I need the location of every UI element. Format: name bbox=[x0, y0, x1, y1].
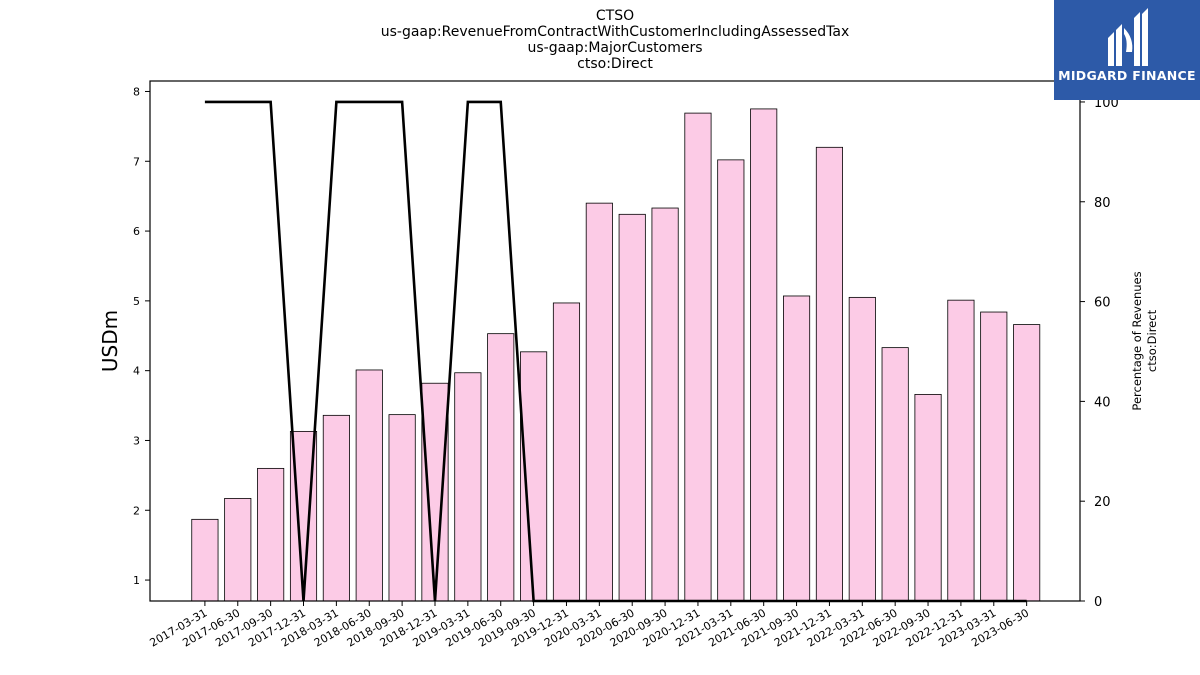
bar-2021-09-30 bbox=[783, 295, 811, 602]
y2-tick-label-80: 80 bbox=[1094, 196, 1111, 211]
bar-2017-09-30 bbox=[257, 467, 285, 602]
bar-2018-03-31 bbox=[322, 414, 350, 602]
y-tick-label-3: 3 bbox=[133, 434, 140, 447]
bar-2020-06-30 bbox=[618, 213, 646, 602]
y-tick-label-8: 8 bbox=[133, 85, 140, 98]
midgard-finance-logo: MIDGARD FINANCE bbox=[1054, 0, 1200, 100]
bar-2019-06-30 bbox=[487, 333, 515, 602]
y2-tick-label-60: 60 bbox=[1094, 296, 1111, 311]
y2-tick-label-20: 20 bbox=[1094, 495, 1111, 510]
bar-2020-03-31 bbox=[585, 202, 613, 602]
logo-text: MIDGARD FINANCE bbox=[1058, 68, 1196, 83]
y2-axis-label-line-1: Percentage of Revenues bbox=[1130, 271, 1144, 410]
bar-2020-12-31 bbox=[684, 112, 712, 602]
y-tick-label-6: 6 bbox=[133, 225, 140, 238]
y-axis-label: USDm bbox=[98, 310, 122, 372]
y-tick-label-2: 2 bbox=[133, 504, 140, 517]
y-tick-label-7: 7 bbox=[133, 155, 140, 168]
title-line-member: ctso:Direct bbox=[577, 56, 653, 72]
midgard-logo-icon bbox=[1108, 8, 1148, 66]
bar-2021-06-30 bbox=[750, 108, 778, 602]
bar-2020-09-30 bbox=[651, 207, 679, 602]
bar-2021-12-31 bbox=[815, 146, 843, 602]
bar-2022-03-31 bbox=[848, 296, 876, 602]
bar-2019-12-31 bbox=[552, 302, 581, 602]
bar-2022-09-30 bbox=[914, 393, 942, 602]
bar-2023-03-31 bbox=[980, 311, 1008, 602]
bar-2017-06-30 bbox=[224, 497, 252, 602]
bar-2019-03-31 bbox=[454, 372, 482, 602]
y-tick-label-4: 4 bbox=[133, 365, 140, 378]
bar-2022-06-30 bbox=[881, 347, 909, 602]
y-tick-label-5: 5 bbox=[133, 295, 140, 308]
y2-tick-label-0: 0 bbox=[1094, 595, 1102, 610]
title-line-concept: us-gaap:RevenueFromContractWithCustomerI… bbox=[380, 24, 850, 40]
bar-2018-06-30 bbox=[355, 369, 383, 602]
bar-2017-03-31 bbox=[191, 518, 219, 602]
bar-2022-12-31 bbox=[947, 299, 975, 602]
bar-2018-12-31 bbox=[421, 382, 449, 602]
bar-2021-03-31 bbox=[717, 159, 745, 602]
title-line-ticker: CTSO bbox=[595, 8, 635, 24]
bar-2023-06-30 bbox=[1013, 324, 1041, 602]
y2-tick-label-40: 40 bbox=[1094, 395, 1111, 410]
plot-frame bbox=[149, 80, 1081, 602]
y2-axis-label-line-2: ctso:Direct bbox=[1145, 309, 1159, 372]
y-tick-label-1: 1 bbox=[133, 574, 140, 587]
bar-2018-09-30 bbox=[388, 414, 416, 602]
title-line-axis: us-gaap:MajorCustomers bbox=[527, 40, 703, 56]
